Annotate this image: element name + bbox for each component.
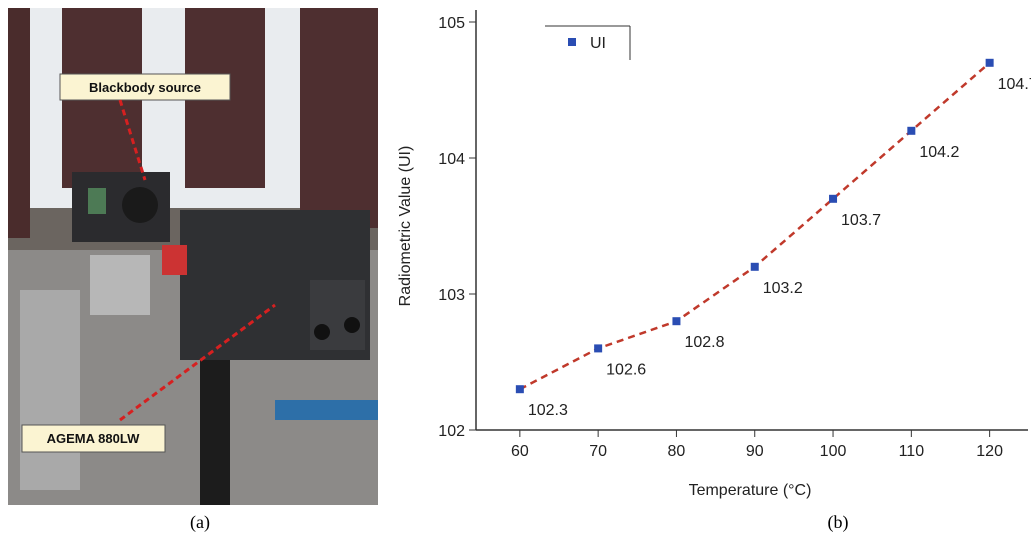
curtain xyxy=(8,8,30,238)
point xyxy=(907,126,916,135)
arrow xyxy=(118,99,147,181)
x-tick-label: 80 xyxy=(668,443,686,460)
data-label: 102.6 xyxy=(606,361,646,378)
data-label: 103.2 xyxy=(763,280,803,297)
data-label: 104.7 xyxy=(998,76,1031,93)
y-axis-label: Radiometric Value (UI) xyxy=(397,146,414,307)
stand xyxy=(90,255,150,315)
x-tick-label: 120 xyxy=(976,443,1003,460)
y-tick-label: 104 xyxy=(438,151,465,168)
photo-label: AGEMA 880LW xyxy=(47,431,140,446)
tripod xyxy=(200,360,230,505)
y-tick-label: 105 xyxy=(438,15,465,32)
label-box xyxy=(21,424,166,453)
frame xyxy=(275,400,378,420)
data-label: 102.3 xyxy=(528,402,568,419)
rails xyxy=(20,290,80,490)
caption: (a) xyxy=(190,512,210,533)
display xyxy=(88,188,106,214)
point xyxy=(829,194,838,203)
y-tick-label: 102 xyxy=(438,423,465,440)
label-box xyxy=(59,73,231,101)
arrow xyxy=(119,303,276,422)
point xyxy=(985,58,994,67)
point xyxy=(672,317,681,326)
object xyxy=(162,245,187,275)
x-axis-label: Temperature (°C) xyxy=(689,482,812,499)
x-tick-label: 90 xyxy=(746,443,764,460)
curtain xyxy=(300,8,378,228)
point xyxy=(750,262,759,271)
x-tick-label: 100 xyxy=(820,443,847,460)
x-tick-label: 70 xyxy=(589,443,607,460)
legend-label: UI xyxy=(590,35,606,52)
legend-marker xyxy=(568,38,576,46)
fit-line xyxy=(519,61,991,391)
point xyxy=(515,385,524,394)
point xyxy=(594,344,603,353)
caption: (b) xyxy=(828,512,849,533)
data-label: 102.8 xyxy=(684,334,724,351)
knob xyxy=(314,324,330,340)
aperture xyxy=(122,187,158,223)
x-tick-label: 110 xyxy=(899,443,925,460)
camera-panel xyxy=(310,280,365,350)
y-tick-label: 103 xyxy=(438,287,465,304)
data-label: 103.7 xyxy=(841,212,881,229)
knob xyxy=(344,317,360,333)
data-label: 104.2 xyxy=(919,144,959,161)
x-tick-label: 60 xyxy=(511,443,529,460)
photo: Blackbody source AGEMA 880LW (a) xyxy=(8,8,378,533)
photo-label: Blackbody source xyxy=(89,80,201,95)
